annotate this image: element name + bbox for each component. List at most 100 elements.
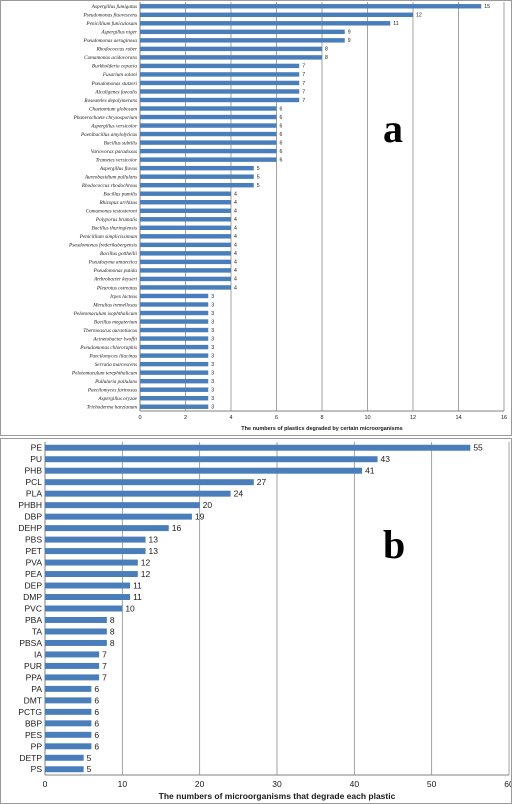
chart-b-bar [45, 536, 146, 543]
chart-a-x-tick-label: 4 [229, 415, 232, 421]
chart-a-value-label: 3 [211, 345, 214, 351]
chart-a-x-tick-label: 10 [364, 415, 370, 421]
chart-a-bar [140, 157, 277, 162]
chart-b-value-label: 11 [133, 581, 142, 591]
chart-a-value-label: 4 [234, 251, 237, 257]
chart-a-category-label: Irpex lacteus [109, 294, 137, 300]
chart-b-category-label: PCL [25, 477, 42, 487]
chart-b-bar [45, 594, 131, 601]
chart-a-bar [140, 106, 277, 111]
chart-a-value-label: 3 [211, 370, 214, 376]
chart-a-value-label: 3 [211, 396, 214, 402]
chart-a-bar [140, 148, 277, 154]
chart-b-category-label: DMP [23, 592, 42, 602]
chart-a-category-label: Acinetobacter lwoffii [92, 335, 137, 342]
chart-b-bar [45, 708, 92, 715]
chart-a-value-label: 4 [234, 260, 237, 266]
chart-a-value-label: 3 [211, 294, 214, 300]
chart-a-category-label: Paecilomyces farinosus [87, 387, 137, 394]
chart-b-category-label: PE [31, 443, 43, 453]
chart-b-x-tick-label: 50 [427, 779, 437, 789]
chart-a-category-label: Trichoderma harzianum [87, 405, 138, 411]
chart-b-value-label: 12 [141, 558, 151, 568]
chart-a-bar [140, 29, 345, 35]
chart-b-bar [45, 571, 138, 578]
chart-a-value-label: 4 [234, 217, 237, 223]
chart-a-value-label: 9 [348, 38, 351, 44]
chart-b-bar [45, 502, 200, 509]
chart-b-bar [45, 525, 169, 532]
chart-a-category-label: Paecilomyces lilacinus [88, 353, 137, 359]
chart-a-bar [140, 370, 209, 375]
chart-a-category-label: Burkholderia cepacia [92, 64, 137, 70]
chart-b-bar [45, 674, 100, 681]
chart-b-value-label: 5 [87, 764, 92, 774]
chart-a-category-label: Serratia marcescens [95, 362, 137, 368]
chart-a-value-label: 7 [302, 72, 305, 78]
chart-a-category-label: Pseudomonas putida [93, 268, 138, 274]
chart-b-value-label: 11 [133, 592, 142, 602]
chart-a-value-label: 3 [211, 388, 214, 394]
chart-b-x-tick-label: 10 [118, 779, 128, 789]
chart-b-category-label: PLA [26, 489, 42, 499]
chart-b-x-tick-label: 20 [195, 779, 205, 789]
chart-a-bar [140, 353, 209, 358]
chart-a-bar [140, 63, 300, 69]
chart-a-value-label: 3 [211, 311, 214, 317]
chart-a-category-label: Pseudomonas aeruginosa [83, 38, 138, 44]
chart-b-value-label: 27 [257, 477, 267, 487]
chart-b-bar [45, 616, 107, 623]
chart-a-bar [140, 72, 300, 77]
chart-a-bar [140, 285, 231, 290]
chart-a-bar [140, 208, 231, 213]
chart-a-value-label: 4 [234, 243, 237, 249]
chart-a-x-tick-label: 2 [184, 415, 187, 421]
chart-a-category-label: Comamonas testosteroni [86, 209, 138, 215]
chart-b-category-label: BBP [25, 718, 42, 728]
chart-b-value-label: 16 [172, 523, 182, 533]
chart-a-value-label: 3 [211, 302, 214, 308]
chart-a-category-label: Aspergillus versicolor [90, 123, 138, 129]
chart-a-category-label: Alcaligenes faecalis [94, 88, 137, 95]
chart-a-category-label: Trametes versicolor [96, 157, 138, 163]
chart-a-value-label: 12 [416, 13, 422, 19]
chart-b-bar [45, 490, 231, 497]
chart-a-category-label: Pelotomaculum isophthalicum [73, 311, 138, 317]
chart-b-category-label: PS [31, 764, 43, 774]
chart-a-value-label: 3 [211, 362, 214, 368]
chart-a-bar [140, 89, 300, 94]
chart-b-category-label: PPA [26, 672, 43, 682]
chart-a-bar [140, 123, 277, 128]
chart-a-x-tick-label: 16 [501, 415, 507, 421]
chart-a-category-label: Chaetomium globosum [89, 106, 137, 112]
chart-b-category-label: DMT [24, 695, 42, 705]
chart-b-bar [45, 479, 254, 486]
chart-b-category-label: PA [31, 684, 42, 694]
chart-a-bar [140, 259, 231, 265]
chart-a-bar [140, 217, 231, 222]
chart-b-bar [45, 720, 92, 727]
chart-b-x-axis-title: The numbers of microorganisms that degra… [159, 791, 396, 801]
chart-a-value-label: 6 [280, 106, 283, 112]
chart-b-bar [45, 513, 192, 520]
chart-b-value-label: 8 [110, 638, 115, 648]
chart-b-bar [45, 766, 84, 773]
chart-a-value-label: 6 [280, 140, 283, 146]
chart-b-value-label: 5 [87, 753, 92, 763]
chart-a-bar [140, 319, 209, 324]
chart-b-bar [45, 754, 84, 761]
chart-b-category-label: PES [25, 730, 42, 740]
chart-b-value-label: 6 [94, 730, 99, 740]
chart-a-category-label: Penicillium simplicissimum [79, 234, 137, 240]
chart-a-bar [140, 387, 209, 392]
chart-b-category-label: DEHP [18, 523, 42, 533]
chart-a-value-label: 3 [211, 353, 214, 359]
chart-b-value-label: 8 [110, 615, 115, 625]
chart-a-bar [140, 55, 322, 60]
chart-a-value-label: 6 [280, 132, 283, 138]
chart-a-value-label: 7 [302, 64, 305, 70]
chart-a-value-label: 3 [211, 319, 214, 325]
chart-a-bar [140, 336, 209, 341]
chart-b-x-tick-label: 0 [43, 779, 48, 789]
chart-b-value-label: 43 [381, 454, 391, 464]
